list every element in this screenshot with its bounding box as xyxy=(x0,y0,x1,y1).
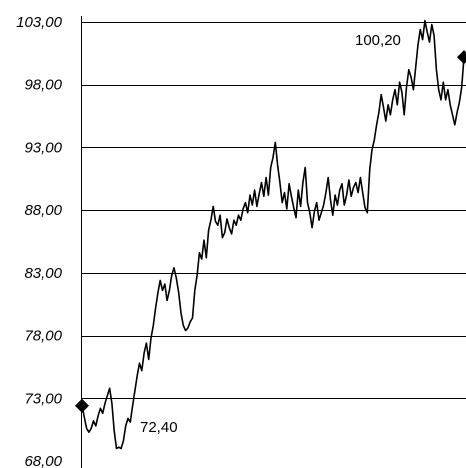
y-tick-label: 73,00 xyxy=(24,390,62,407)
y-axis-tick-labels: 68,00 73,00 78,00 83,00 88,00 93,00 98,00 103,0… xyxy=(16,14,63,468)
start-point-marker xyxy=(75,398,89,413)
y-tick-label: 78,00 xyxy=(24,328,62,345)
y-tick-label: 93,00 xyxy=(24,139,62,156)
data-labels-group: 72,40 100,20 xyxy=(140,32,401,436)
markers-group xyxy=(75,50,466,413)
y-tick-label: 68,00 xyxy=(24,453,62,468)
end-value-label: 100,20 xyxy=(355,32,401,49)
y-tick-label: 88,00 xyxy=(24,202,62,219)
y-tick-label: 83,00 xyxy=(24,265,62,282)
end-point-marker xyxy=(457,50,466,65)
y-tick-label: 98,00 xyxy=(24,77,62,94)
start-value-label: 72,40 xyxy=(140,419,178,436)
y-tick-label: 103,00 xyxy=(16,14,63,31)
series-line xyxy=(81,19,465,450)
series-group xyxy=(81,19,465,450)
gridlines xyxy=(81,22,466,399)
